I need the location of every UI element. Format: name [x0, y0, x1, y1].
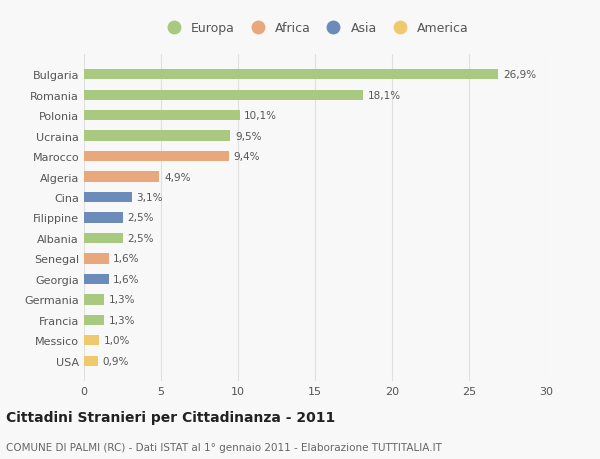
Bar: [84, 233, 122, 244]
Text: 4,9%: 4,9%: [164, 172, 191, 182]
Bar: [84, 151, 229, 162]
Bar: [84, 213, 122, 223]
Text: Cittadini Stranieri per Cittadinanza - 2011: Cittadini Stranieri per Cittadinanza - 2…: [6, 411, 335, 425]
Text: 1,0%: 1,0%: [104, 336, 130, 346]
Legend: Europa, Africa, Asia, America: Europa, Africa, Asia, America: [161, 22, 469, 35]
Text: 1,3%: 1,3%: [109, 315, 135, 325]
Bar: [84, 111, 239, 121]
Text: 9,5%: 9,5%: [235, 131, 262, 141]
Bar: [84, 356, 98, 366]
Text: 18,1%: 18,1%: [367, 90, 400, 101]
Text: COMUNE DI PALMI (RC) - Dati ISTAT al 1° gennaio 2011 - Elaborazione TUTTITALIA.I: COMUNE DI PALMI (RC) - Dati ISTAT al 1° …: [6, 442, 442, 452]
Bar: [84, 254, 109, 264]
Text: 26,9%: 26,9%: [503, 70, 536, 80]
Text: 2,5%: 2,5%: [127, 213, 154, 223]
Bar: [84, 70, 498, 80]
Text: 2,5%: 2,5%: [127, 234, 154, 243]
Bar: [84, 295, 104, 305]
Text: 1,3%: 1,3%: [109, 295, 135, 305]
Bar: [84, 274, 109, 285]
Bar: [84, 172, 160, 182]
Bar: [84, 315, 104, 325]
Text: 1,6%: 1,6%: [113, 254, 140, 264]
Text: 9,4%: 9,4%: [233, 152, 260, 162]
Text: 0,9%: 0,9%: [103, 356, 129, 366]
Bar: [84, 90, 363, 101]
Bar: [84, 131, 230, 141]
Text: 10,1%: 10,1%: [244, 111, 277, 121]
Bar: [84, 192, 132, 203]
Text: 1,6%: 1,6%: [113, 274, 140, 284]
Bar: [84, 336, 100, 346]
Text: 3,1%: 3,1%: [136, 193, 163, 202]
